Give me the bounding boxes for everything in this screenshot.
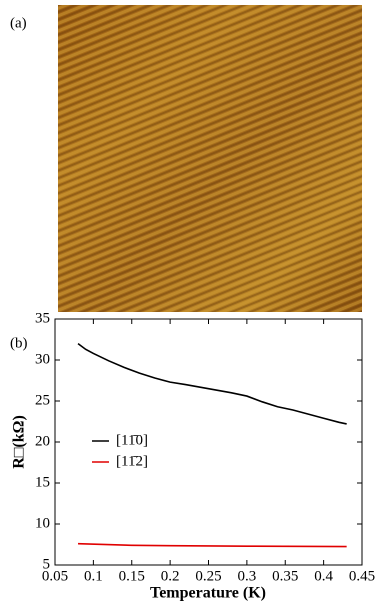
x-tick-label: 0.35 xyxy=(272,568,298,584)
x-tick-label: 0.25 xyxy=(195,568,221,584)
x-tick-label: 0.4 xyxy=(314,568,333,584)
y-tick-label: 25 xyxy=(35,392,50,408)
panel-label: (a) xyxy=(10,15,27,31)
y-tick-label: 5 xyxy=(43,556,51,572)
panel-label: (b) xyxy=(10,335,28,351)
plot-frame xyxy=(54,318,363,566)
x-tick-label: 0.45 xyxy=(349,568,375,584)
series-line xyxy=(77,342,347,425)
legend-label: [11̄2] xyxy=(116,453,148,469)
x-axis-label: Temperature (K) xyxy=(150,585,266,602)
x-tick-label: 0.1 xyxy=(84,568,103,584)
stm-image xyxy=(58,5,362,312)
x-tick-label: 0.2 xyxy=(161,568,180,584)
series-line xyxy=(78,542,347,548)
y-tick-label: 20 xyxy=(35,433,50,449)
y-tick-label: 35 xyxy=(35,310,50,326)
y-tick-label: 30 xyxy=(35,351,50,367)
y-tick-label: 10 xyxy=(35,515,50,531)
x-tick-label: 0.15 xyxy=(119,568,145,584)
legend-label: [11̄0] xyxy=(116,432,148,448)
x-tick-label: 0.05 xyxy=(42,568,68,584)
x-tick-label: 0.3 xyxy=(238,568,257,584)
y-axis-label: R□(kΩ) xyxy=(11,415,28,469)
y-tick-label: 15 xyxy=(35,474,50,490)
